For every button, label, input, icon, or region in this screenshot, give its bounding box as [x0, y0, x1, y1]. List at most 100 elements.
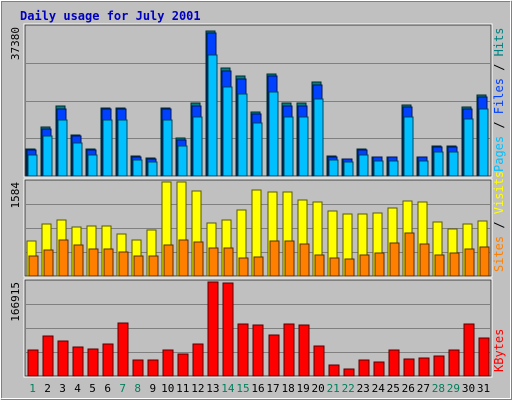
bar-pages-day-6 — [102, 119, 113, 177]
bar-sites-day-6 — [103, 248, 114, 277]
bar-pages-day-4 — [72, 142, 83, 177]
legend-entry: Hits — [492, 27, 506, 56]
x-tick-label-day-30: 30 — [462, 382, 475, 395]
bar-sites-day-29 — [449, 252, 460, 277]
chart-title: Daily usage for July 2001 — [20, 9, 201, 23]
x-tick-label-day-17: 17 — [266, 382, 279, 395]
bar-pages-day-21 — [328, 159, 339, 177]
bar-kbytes-day-21 — [328, 364, 340, 377]
bar-pages-day-10 — [162, 119, 173, 177]
x-tick-label-day-23: 23 — [357, 382, 370, 395]
bar-sites-day-9 — [148, 255, 159, 277]
legend-entry: Pages — [492, 136, 506, 172]
x-tick-label-day-11: 11 — [176, 382, 189, 395]
x-tick-label-day-12: 12 — [191, 382, 204, 395]
bar-pages-day-13 — [207, 54, 218, 177]
bar-kbytes-day-10 — [162, 349, 174, 377]
bar-pages-day-14 — [222, 86, 233, 177]
bar-pages-day-27 — [418, 160, 429, 177]
bar-sites-day-12 — [193, 241, 204, 277]
legend-entry: / — [492, 214, 506, 236]
y-max-label: 1584 — [9, 182, 22, 209]
x-tick-label-day-19: 19 — [296, 382, 309, 395]
bar-pages-day-9 — [147, 161, 158, 177]
y-max-label: 37380 — [9, 27, 22, 60]
x-tick-label-day-24: 24 — [372, 382, 386, 395]
x-tick-label-day-25: 25 — [387, 382, 400, 395]
bar-kbytes-day-2 — [42, 335, 54, 377]
panel-2: 1584 Sites / Visits — [9, 171, 506, 278]
bar-kbytes-day-27 — [418, 357, 430, 377]
x-tick-label-day-20: 20 — [311, 382, 324, 395]
bar-pages-day-28 — [433, 151, 444, 177]
bar-kbytes-day-23 — [358, 359, 370, 377]
bar-kbytes-day-4 — [72, 346, 84, 377]
panel-legend: Sites / Visits — [492, 171, 506, 272]
x-axis-labels: 1 2 3 4 5 6 7 8 9 10 11 12 13 14 15 16 17 18 19 20 21 22 23 24 2… — [29, 382, 490, 395]
x-tick-label-day-27: 27 — [417, 382, 430, 395]
bar-sites-day-18 — [284, 240, 295, 277]
x-tick-label-day-10: 10 — [161, 382, 174, 395]
bar-pages-day-3 — [57, 119, 68, 177]
bar-kbytes-day-19 — [298, 324, 310, 377]
panel-1: 37380 Pages / Files / Hits — [9, 23, 506, 178]
bar-sites-day-30 — [464, 248, 475, 277]
bar-kbytes-day-12 — [192, 343, 204, 377]
bar-pages-day-30 — [463, 118, 474, 177]
bar-pages-day-7 — [117, 119, 128, 177]
bar-sites-day-21 — [329, 257, 340, 277]
bar-kbytes-day-13 — [207, 281, 219, 377]
bar-pages-day-1 — [27, 154, 38, 177]
bar-kbytes-day-8 — [132, 359, 144, 377]
bar-sites-day-28 — [434, 254, 445, 277]
panel-legend: KBytes — [492, 329, 506, 372]
panel-legend: Pages / Files / Hits — [492, 27, 506, 172]
bar-sites-day-8 — [133, 255, 144, 277]
bar-kbytes-day-22 — [343, 368, 355, 377]
plot-frame-light — [23, 278, 493, 378]
panel-3: 166915 KBytes — [9, 278, 506, 378]
bar-sites-day-20 — [314, 254, 325, 277]
bar-sites-day-27 — [419, 243, 430, 277]
bar-pages-day-23 — [358, 154, 369, 177]
legend-entry: Sites — [492, 236, 506, 272]
bar-pages-day-20 — [313, 98, 324, 177]
bar-sites-day-17 — [269, 240, 280, 277]
bar-sites-day-31 — [479, 246, 490, 277]
bar-sites-day-15 — [238, 257, 249, 277]
bar-kbytes-day-17 — [268, 334, 280, 377]
bar-sites-day-14 — [223, 247, 234, 277]
x-tick-label-day-6: 6 — [104, 382, 111, 395]
bar-kbytes-day-15 — [237, 323, 249, 377]
bar-kbytes-day-18 — [283, 323, 295, 377]
x-tick-label-day-14: 14 — [221, 382, 235, 395]
legend-entry: Files — [492, 78, 506, 114]
bar-sites-day-22 — [344, 258, 355, 277]
bar-sites-day-26 — [404, 232, 415, 277]
bar-sites-day-1 — [28, 255, 39, 277]
bar-pages-day-19 — [298, 116, 309, 177]
x-tick-label-day-21: 21 — [327, 382, 340, 395]
x-tick-label-day-22: 22 — [342, 382, 355, 395]
bar-kbytes-day-20 — [313, 345, 325, 377]
bar-pages-day-15 — [237, 93, 248, 177]
x-tick-label-day-15: 15 — [236, 382, 249, 395]
x-tick-label-day-5: 5 — [89, 382, 96, 395]
x-tick-label-day-31: 31 — [477, 382, 490, 395]
bar-sites-day-5 — [88, 248, 99, 277]
bar-kbytes-day-1 — [27, 349, 39, 377]
y-max-label: 166915 — [9, 282, 22, 322]
bar-sites-day-3 — [58, 239, 69, 277]
bar-kbytes-day-9 — [147, 359, 159, 377]
bar-kbytes-day-31 — [478, 337, 490, 377]
x-tick-label-day-16: 16 — [251, 382, 264, 395]
x-tick-label-day-28: 28 — [432, 382, 445, 395]
x-tick-label-day-3: 3 — [59, 382, 66, 395]
bar-pages-day-11 — [177, 145, 188, 177]
bar-sites-day-23 — [359, 254, 370, 277]
bar-pages-day-5 — [87, 154, 98, 177]
bar-sites-day-10 — [163, 244, 174, 277]
x-tick-label-day-2: 2 — [44, 382, 51, 395]
bar-pages-day-25 — [388, 160, 399, 177]
